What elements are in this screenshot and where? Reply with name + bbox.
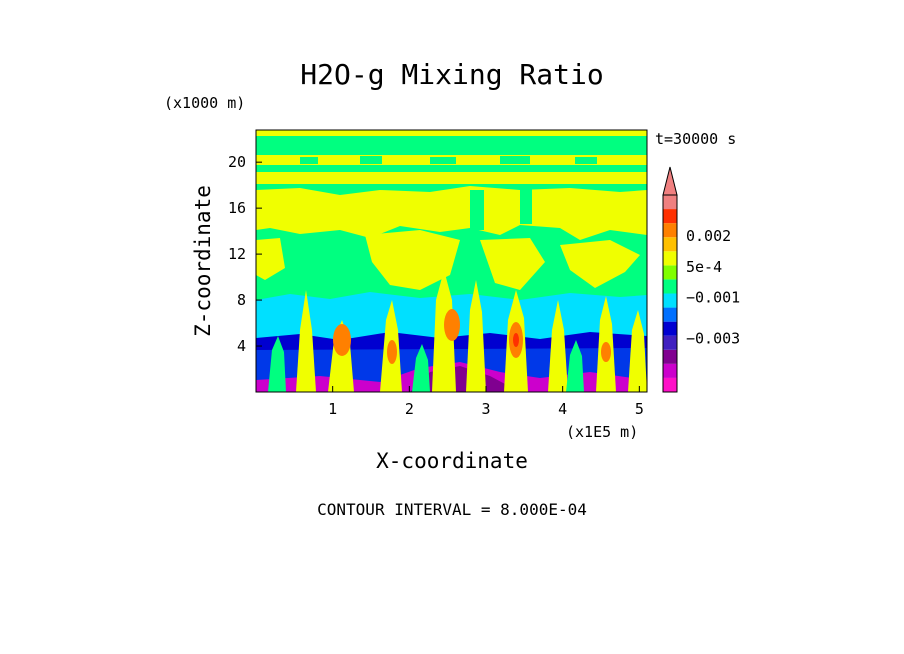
- x-tick-label: 5: [635, 400, 644, 418]
- field-top-band: [256, 130, 647, 136]
- y-tick-label: 8: [237, 291, 246, 309]
- gap: [575, 157, 597, 164]
- gap: [430, 157, 456, 164]
- x-axis: 1 2 3 4 5: [328, 386, 644, 418]
- colorbar-segment: [663, 363, 677, 378]
- colorbar-segment: [663, 265, 677, 280]
- plume: [296, 290, 316, 392]
- contour-field: [256, 130, 647, 392]
- colorbar-label: 5e-4: [686, 258, 722, 276]
- x-tick-label: 1: [328, 400, 337, 418]
- plot-frame: [255, 129, 648, 393]
- colorbar-segment: [663, 307, 677, 322]
- field-yellow-mass: [256, 186, 647, 240]
- gap: [300, 157, 318, 164]
- colorbar-segment: [663, 209, 677, 224]
- plume: [466, 280, 486, 392]
- field-yellow-lobe-3: [560, 240, 640, 288]
- colorbar-segment: [663, 279, 677, 294]
- colorbar-segment: [663, 293, 677, 308]
- gap: [360, 156, 382, 164]
- x-units-label: (x1E5 m): [566, 423, 638, 441]
- x-axis-title: X-coordinate: [376, 449, 528, 473]
- plume-core: [444, 309, 460, 341]
- x-tick-label: 2: [405, 400, 414, 418]
- field-plumes: [268, 270, 647, 392]
- gap: [500, 156, 530, 164]
- y-axis: 4 8 12 16 20: [228, 153, 262, 355]
- y-tick-label: 12: [228, 245, 246, 263]
- colorbar-segment: [663, 349, 677, 364]
- gap: [470, 190, 484, 230]
- colorbar-segment: [663, 237, 677, 252]
- plume-core: [387, 340, 397, 364]
- y-tick-label: 4: [237, 337, 246, 355]
- y-axis-title: Z-coordinate: [191, 185, 215, 337]
- y-units-label: (x1000 m): [164, 94, 245, 112]
- gap: [520, 188, 532, 224]
- plume: [412, 344, 430, 392]
- plume-core: [601, 342, 611, 362]
- y-tick-label: 20: [228, 153, 246, 171]
- x-tick-label: 3: [481, 400, 490, 418]
- colorbar-segment: [663, 377, 677, 392]
- field-band-18: [256, 172, 647, 184]
- plume: [548, 300, 568, 392]
- colorbar-labels: 0.002 5e-4 −0.001 −0.003: [686, 227, 740, 348]
- contour-interval-label: CONTOUR INTERVAL = 8.000E-04: [317, 500, 587, 519]
- colorbar-segment: [663, 335, 677, 350]
- colorbar-frame: [662, 194, 678, 393]
- y-tick-label: 16: [228, 199, 246, 217]
- field-yellow-lobe-1: [365, 230, 460, 290]
- chart-title: H2O-g Mixing Ratio: [300, 58, 603, 91]
- x-tick-label: 4: [558, 400, 567, 418]
- colorbar-label: −0.001: [686, 289, 740, 307]
- plume: [432, 270, 456, 392]
- time-label: t=30000 s: [655, 130, 736, 148]
- plume: [566, 340, 584, 392]
- colorbar-segment: [663, 251, 677, 266]
- plume-core: [333, 324, 351, 356]
- plume: [628, 310, 647, 392]
- colorbar-extend-arrow: [662, 166, 678, 196]
- colorbar: [662, 166, 678, 393]
- colorbar-label: −0.003: [686, 330, 740, 348]
- colorbar-segment: [663, 321, 677, 336]
- colorbar-label: 0.002: [686, 227, 731, 245]
- field-upper-gaps: [300, 156, 597, 230]
- field-yellow-lobe-4: [256, 238, 285, 280]
- field-yellow-lobe-2: [480, 238, 545, 290]
- colorbar-segment: [663, 195, 677, 210]
- plume: [268, 336, 286, 392]
- plume-peak: [513, 333, 519, 347]
- colorbar-segment: [663, 223, 677, 238]
